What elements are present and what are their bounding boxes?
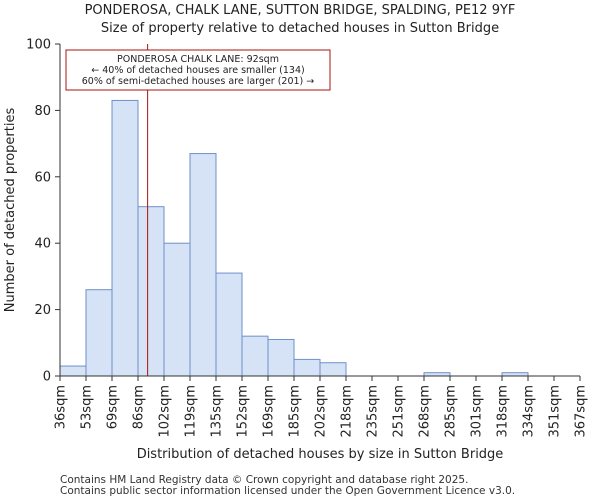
bars-group <box>59 99 529 377</box>
y-tick-label: 80 <box>34 104 51 119</box>
x-tick-label: 202sqm <box>314 385 329 438</box>
footer-copyright: Contains HM Land Registry data © Crown c… <box>60 474 469 486</box>
bar-135sqm <box>215 272 243 377</box>
x-tick-label: 318sqm <box>496 385 511 438</box>
y-axis-label: Number of detached properties <box>3 108 18 313</box>
y-tick-label: 100 <box>26 38 51 53</box>
x-tick-label: 251sqm <box>392 385 407 438</box>
bar-53sqm <box>85 289 113 377</box>
x-tick-label: 169sqm <box>262 385 277 438</box>
bar-119sqm <box>189 153 217 377</box>
y-tick-label: 60 <box>34 170 51 185</box>
x-tick-label: 334sqm <box>522 385 537 438</box>
bar-169sqm <box>267 338 295 377</box>
bar-152sqm <box>241 335 269 377</box>
footer-licence: Contains public sector information licen… <box>60 485 516 497</box>
chart-title-address: PONDEROSA, CHALK LANE, SUTTON BRIDGE, SP… <box>84 3 516 18</box>
bar-102sqm <box>163 242 191 377</box>
x-tick-label: 69sqm <box>106 385 121 429</box>
x-tick-label: 36sqm <box>54 385 69 429</box>
x-axis-label: Distribution of detached houses by size … <box>137 447 504 462</box>
annotation-box: PONDEROSA CHALK LANE: 92sqm ← 40% of det… <box>65 49 331 91</box>
annotation-line-3: 60% of semi-detached houses are larger (… <box>82 76 315 87</box>
bar-36sqm <box>59 365 87 377</box>
x-tick-label: 351sqm <box>548 385 563 438</box>
annotation-line-1: PONDEROSA CHALK LANE: 92sqm <box>117 54 279 65</box>
x-tick-label: 268sqm <box>418 385 433 438</box>
y-tick-label: 40 <box>34 237 51 252</box>
axes-group: 0 20 40 60 80 100 36sqm 53sqm 69sqm 86sqm 102sqm 11… <box>26 38 588 438</box>
bar-86sqm <box>137 206 165 377</box>
chart-title: Size of property relative to detached ho… <box>100 21 500 36</box>
x-tick-label: 152sqm <box>236 385 251 438</box>
x-tick-label: 86sqm <box>132 385 147 429</box>
annotation-line-2: ← 40% of detached houses are smaller (13… <box>91 65 304 76</box>
bar-202sqm <box>319 362 347 377</box>
x-tick-label: 102sqm <box>158 385 173 438</box>
bar-69sqm <box>111 99 139 377</box>
x-tick-label: 285sqm <box>444 385 459 438</box>
y-tick-label: 20 <box>34 303 51 318</box>
x-tick-label: 218sqm <box>340 385 355 438</box>
x-tick-label: 301sqm <box>470 385 485 438</box>
x-tick-label: 235sqm <box>366 385 381 438</box>
x-tick-label: 53sqm <box>80 385 95 429</box>
x-tick-label: 135sqm <box>210 385 225 438</box>
bar-185sqm <box>293 358 321 377</box>
y-tick-label: 0 <box>43 370 51 385</box>
x-tick-label: 119sqm <box>184 385 199 438</box>
x-tick-label: 367sqm <box>574 385 589 438</box>
x-tick-label: 185sqm <box>288 385 303 438</box>
